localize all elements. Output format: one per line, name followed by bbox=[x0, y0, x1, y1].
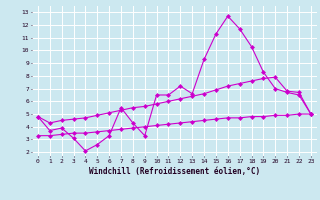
X-axis label: Windchill (Refroidissement éolien,°C): Windchill (Refroidissement éolien,°C) bbox=[89, 167, 260, 176]
